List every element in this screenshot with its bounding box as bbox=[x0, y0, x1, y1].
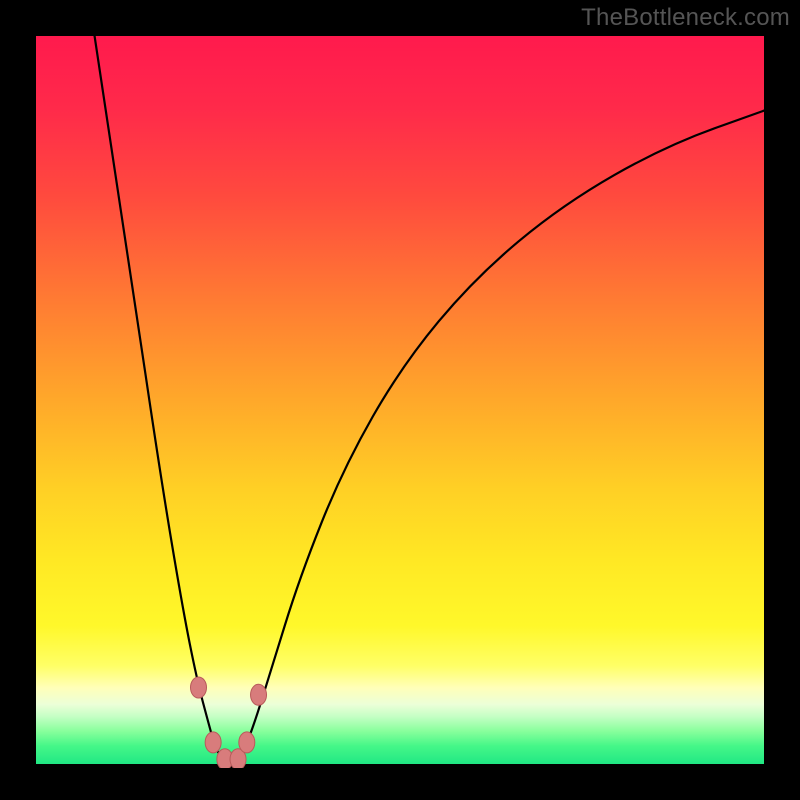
curve-marker bbox=[191, 677, 207, 698]
attribution-text: TheBottleneck.com bbox=[581, 4, 790, 32]
bottleneck-curve bbox=[95, 36, 768, 761]
chart-container: TheBottleneck.com bbox=[0, 0, 800, 800]
curve-marker bbox=[239, 732, 255, 753]
curve-marker bbox=[251, 684, 267, 705]
plot-area bbox=[34, 34, 766, 766]
curve-marker bbox=[205, 732, 221, 753]
curve-layer bbox=[36, 36, 768, 768]
